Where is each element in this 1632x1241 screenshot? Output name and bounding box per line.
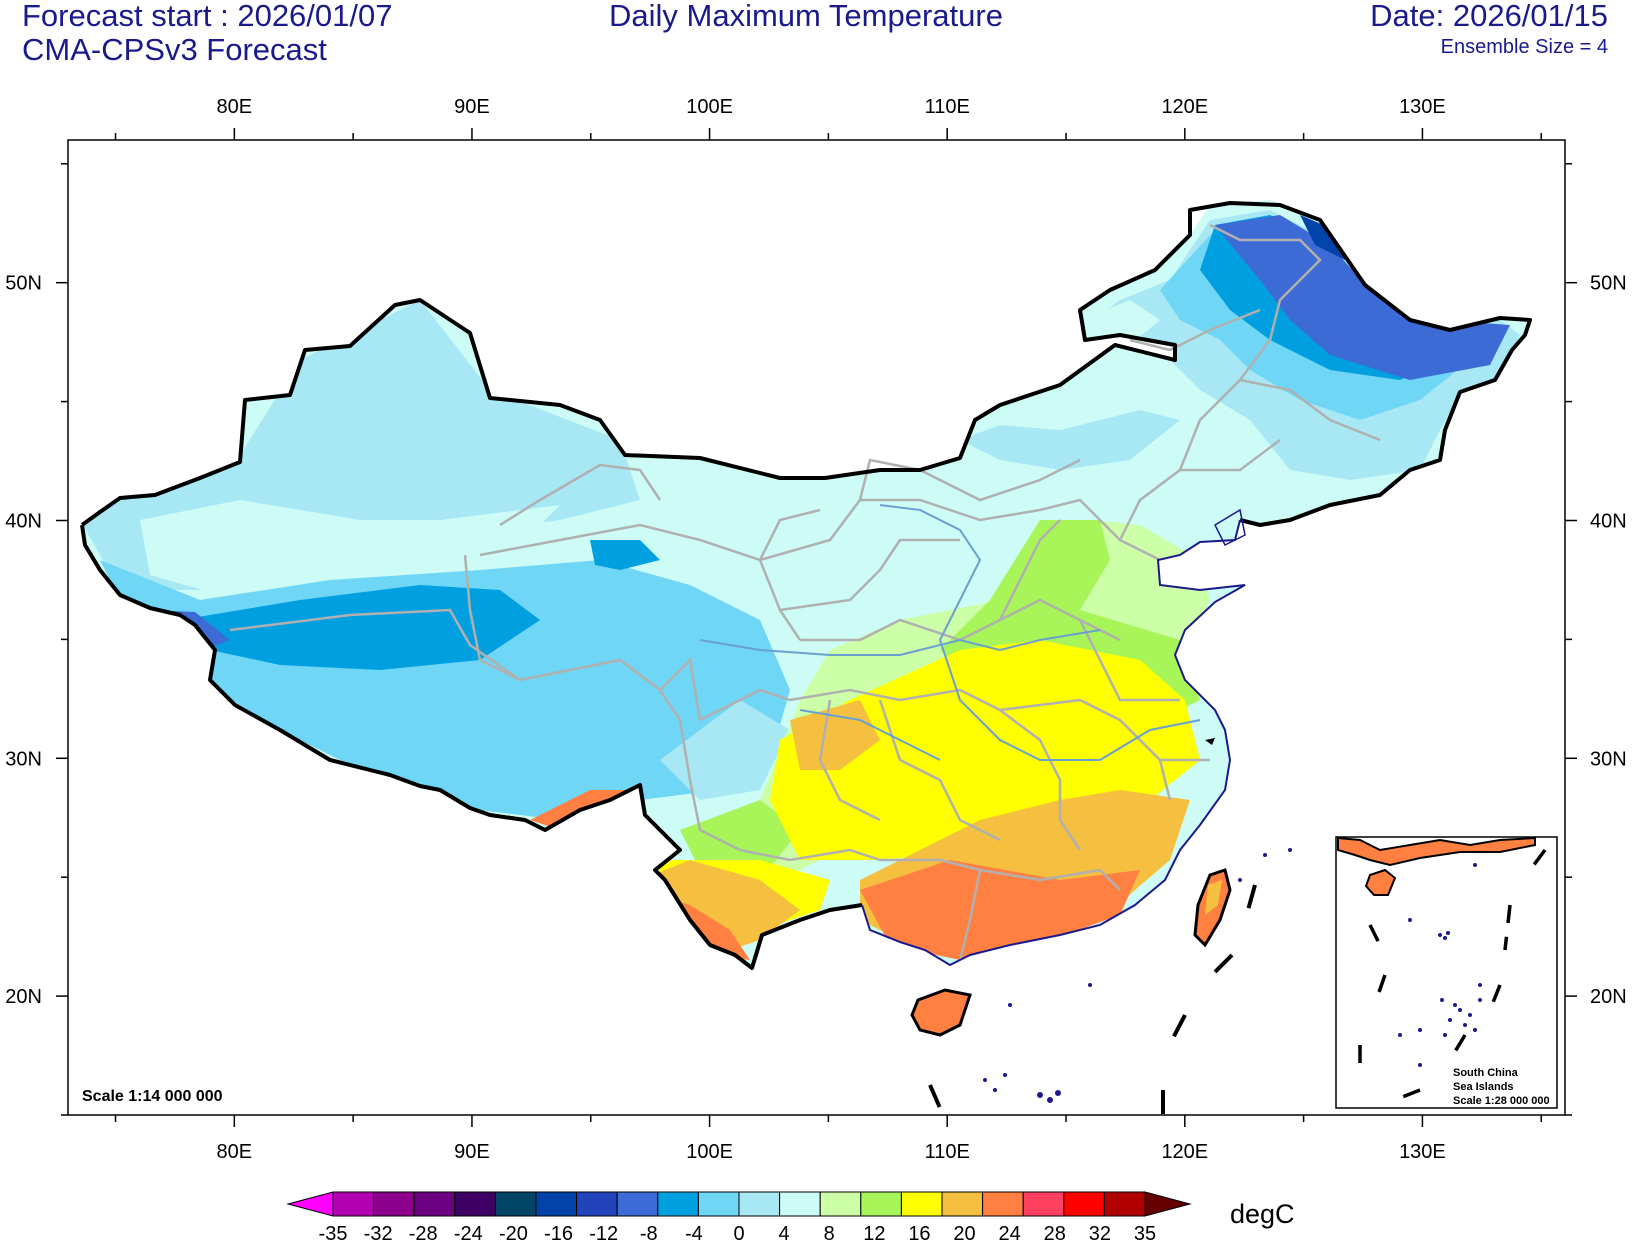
lon-label-top: 90E bbox=[454, 96, 490, 118]
south-china-sea-inset: South China Sea Islands Scale 1:28 000 0… bbox=[1335, 836, 1558, 1109]
lon-label-bottom: 120E bbox=[1161, 1141, 1208, 1163]
colorbar-swatch bbox=[1103, 1191, 1146, 1217]
maritime-dash-lines bbox=[928, 884, 1257, 1115]
colorbar-tick-label: -35 bbox=[319, 1223, 348, 1241]
colorbar-tick-label: -12 bbox=[589, 1223, 618, 1241]
colorbar-tick-label: -24 bbox=[454, 1223, 483, 1241]
colorbar-swatch bbox=[454, 1191, 496, 1217]
colorbar-tick-label: 4 bbox=[779, 1223, 790, 1241]
lat-label-right: 20N bbox=[1590, 986, 1627, 1008]
lon-label-top: 80E bbox=[217, 96, 253, 118]
colorbar-swatch bbox=[982, 1191, 1024, 1217]
lon-label-bottom: 100E bbox=[686, 1141, 733, 1163]
colorbar-tick-label: 32 bbox=[1089, 1223, 1111, 1241]
lat-label-left: 20N bbox=[5, 986, 42, 1008]
model-label: CMA-CPSv3 Forecast bbox=[22, 32, 327, 67]
colorbar-swatch bbox=[1022, 1191, 1065, 1217]
lat-label-left: 50N bbox=[5, 273, 42, 295]
colorbar-swatch bbox=[657, 1191, 699, 1217]
lon-label-top: 110E bbox=[925, 96, 970, 118]
colorbar-swatch bbox=[860, 1191, 902, 1217]
colorbar-swatch bbox=[697, 1191, 740, 1217]
colorbar-swatch bbox=[494, 1191, 537, 1217]
inset-label-line1: South China bbox=[1453, 1067, 1519, 1079]
lat-label-right: 30N bbox=[1590, 748, 1627, 770]
colorbar-swatch bbox=[738, 1191, 781, 1217]
colorbar-tick-label: 16 bbox=[908, 1223, 930, 1241]
colorbar-swatch bbox=[616, 1191, 659, 1217]
map-title: Daily Maximum Temperature bbox=[609, 0, 1003, 33]
ensemble-size-label: Ensemble Size = 4 bbox=[1440, 36, 1608, 58]
lat-label-left: 30N bbox=[5, 748, 42, 770]
lon-label-bottom: 90E bbox=[454, 1141, 490, 1163]
colorbar-tick-label: 8 bbox=[824, 1223, 835, 1241]
lat-label-right: 50N bbox=[1590, 273, 1627, 295]
lat-label-right: 40N bbox=[1590, 510, 1627, 532]
map-scale-label: Scale 1:14 000 000 bbox=[82, 1088, 223, 1105]
lon-label-bottom: 130E bbox=[1399, 1141, 1446, 1163]
colorbar-swatch bbox=[576, 1191, 618, 1217]
colorbar-tick-label: -16 bbox=[544, 1223, 573, 1241]
map-axes: 80E 80E 90E 90E 100E 100E 110E 110E 120E 120E 130E… bbox=[5, 96, 1626, 1163]
coastline bbox=[861, 519, 1246, 967]
colorbar-tick-label: 12 bbox=[863, 1223, 885, 1241]
colorbar-tick-label: 35 bbox=[1134, 1223, 1156, 1241]
islands bbox=[983, 848, 1292, 1103]
colorbar-tick-label: -32 bbox=[364, 1223, 393, 1241]
inset-scale-label: Scale 1:28 000 000 bbox=[1453, 1095, 1550, 1107]
colorbar-tick-label: -8 bbox=[640, 1223, 658, 1241]
inset-label-line2: Sea Islands bbox=[1453, 1081, 1514, 1093]
colorbar-swatch bbox=[535, 1191, 578, 1217]
colorbar-tick-label: -4 bbox=[685, 1223, 703, 1241]
colorbar-swatch bbox=[900, 1191, 943, 1217]
colorbar-tick-label: -20 bbox=[499, 1223, 528, 1241]
lon-label-top: 120E bbox=[1161, 96, 1208, 118]
lat-label-left: 40N bbox=[5, 510, 42, 532]
colorbar-tick-label: 28 bbox=[1044, 1223, 1066, 1241]
colorbar-tick-label: -28 bbox=[409, 1223, 438, 1241]
province-borders bbox=[229, 223, 1381, 961]
lon-label-bottom: 110E bbox=[925, 1141, 970, 1163]
colorbar-min-triangle bbox=[286, 1191, 334, 1217]
colorbar-swatch bbox=[332, 1191, 375, 1217]
colorbar-swatch bbox=[413, 1191, 456, 1217]
colorbar-max-triangle bbox=[1144, 1191, 1192, 1217]
colorbar-swatch bbox=[819, 1191, 862, 1217]
colorbar-swatch bbox=[941, 1191, 984, 1217]
lon-label-top: 130E bbox=[1399, 96, 1446, 118]
colorbar-units: degC bbox=[1230, 1199, 1295, 1229]
colorbar-tick-label: 0 bbox=[733, 1223, 744, 1241]
colorbar-swatch bbox=[373, 1191, 415, 1217]
colorbar-swatch bbox=[1063, 1191, 1105, 1217]
lon-label-bottom: 80E bbox=[217, 1141, 253, 1163]
colorbar-swatch bbox=[779, 1191, 821, 1217]
lon-label-top: 100E bbox=[686, 96, 733, 118]
colorbar: -35 -32 -28 -24 -20 -16 -12 -8 -4 0 4 8 12 16 20 24 28 32… bbox=[286, 1191, 1192, 1241]
rivers bbox=[699, 504, 1201, 761]
forecast-start-label: Forecast start : 2026/01/07 bbox=[22, 0, 393, 33]
colorbar-tick-label: 24 bbox=[999, 1223, 1021, 1241]
national-border bbox=[80, 201, 1532, 970]
forecast-date-label: Date: 2026/01/15 bbox=[1370, 0, 1608, 33]
colorbar-tick-label: 20 bbox=[953, 1223, 975, 1241]
